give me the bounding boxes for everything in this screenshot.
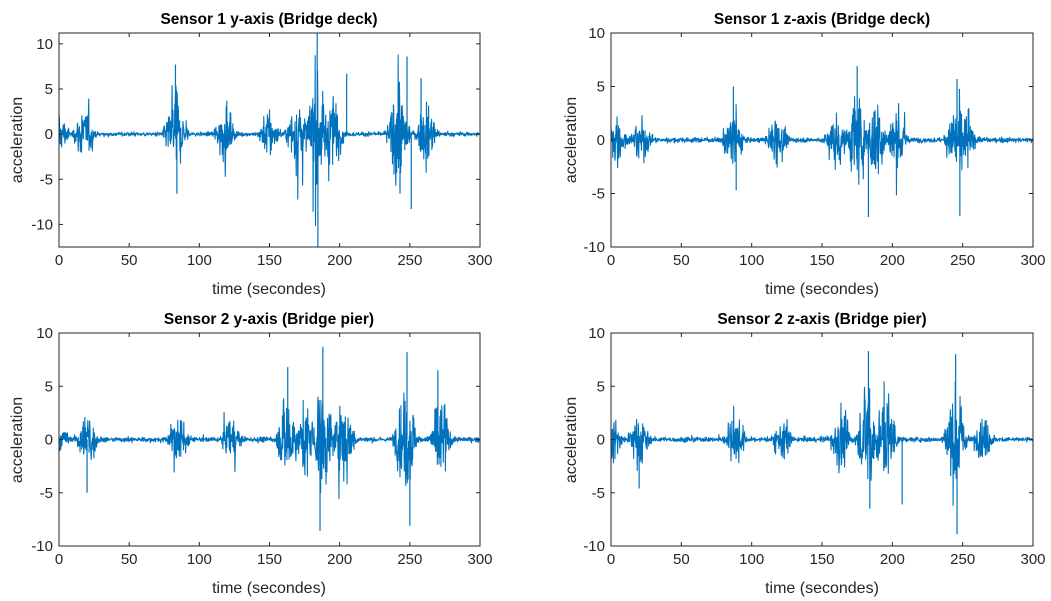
signal-trace bbox=[610, 88, 1034, 196]
x-tick-label: 50 bbox=[673, 551, 690, 568]
x-axis-label: time (secondes) bbox=[765, 580, 879, 597]
y-tick-label: -5 bbox=[592, 485, 605, 502]
y-tick-label: 5 bbox=[597, 79, 605, 96]
x-tick-label: 300 bbox=[1020, 252, 1045, 269]
y-axis-label: acceleration bbox=[563, 97, 580, 183]
panel-title: Sensor 2 y-axis (Bridge pier) bbox=[164, 311, 374, 328]
panel-title: Sensor 2 z-axis (Bridge pier) bbox=[717, 311, 926, 328]
x-tick-label: 250 bbox=[397, 252, 422, 269]
x-tick-label: 0 bbox=[55, 252, 63, 269]
x-tick-label: 250 bbox=[950, 252, 975, 269]
x-tick-label: 250 bbox=[950, 551, 975, 568]
x-tick-label: 50 bbox=[673, 252, 690, 269]
y-axis-label: acceleration bbox=[563, 397, 580, 483]
y-tick-label: -5 bbox=[40, 485, 53, 502]
y-tick-label: 0 bbox=[45, 432, 53, 449]
panel-title: Sensor 1 z-axis (Bridge deck) bbox=[714, 11, 930, 28]
panel-sensor1-z: Sensor 1 z-axis (Bridge deck) time (seco… bbox=[563, 11, 1046, 298]
y-tick-label: -5 bbox=[40, 171, 53, 188]
x-tick-label: 100 bbox=[739, 252, 764, 269]
x-tick-label: 0 bbox=[607, 551, 615, 568]
x-tick-label: 0 bbox=[55, 551, 63, 568]
x-tick-label: 100 bbox=[187, 551, 212, 568]
y-tick-label: 5 bbox=[597, 378, 605, 395]
y-tick-label: -10 bbox=[583, 239, 605, 256]
y-tick-label: -10 bbox=[31, 538, 53, 555]
x-tick-label: 250 bbox=[397, 551, 422, 568]
x-tick-label: 100 bbox=[187, 252, 212, 269]
x-axis-label: time (secondes) bbox=[212, 281, 326, 298]
signal-trace bbox=[610, 381, 1034, 507]
y-tick-label: -10 bbox=[31, 216, 53, 233]
y-tick-label: 10 bbox=[588, 325, 605, 342]
y-tick-label: 10 bbox=[36, 36, 53, 53]
panel-sensor2-z: Sensor 2 z-axis (Bridge pier) time (seco… bbox=[563, 311, 1046, 597]
x-tick-label: 200 bbox=[327, 252, 352, 269]
x-tick-label: 150 bbox=[809, 252, 834, 269]
y-tick-label: 0 bbox=[45, 126, 53, 143]
plot-frame bbox=[58, 32, 481, 248]
signal-trace bbox=[58, 54, 481, 227]
y-tick-label: 10 bbox=[588, 25, 605, 42]
signal-trace bbox=[58, 392, 481, 500]
panel-sensor2-y: Sensor 2 y-axis (Bridge pier) time (seco… bbox=[9, 311, 493, 597]
x-tick-label: 150 bbox=[257, 252, 282, 269]
x-tick-label: 200 bbox=[880, 551, 905, 568]
x-tick-label: 300 bbox=[467, 551, 492, 568]
y-tick-label: -5 bbox=[592, 186, 605, 203]
x-axis-label: time (secondes) bbox=[212, 580, 326, 597]
y-tick-label: 10 bbox=[36, 325, 53, 342]
y-tick-label: 5 bbox=[45, 378, 53, 395]
x-tick-label: 50 bbox=[121, 252, 138, 269]
x-tick-label: 300 bbox=[467, 252, 492, 269]
panel-sensor1-y: Sensor 1 y-axis (Bridge deck) time (seco… bbox=[9, 11, 493, 298]
y-tick-label: 5 bbox=[45, 81, 53, 98]
y-axis-label: acceleration bbox=[9, 97, 26, 183]
y-tick-label: 0 bbox=[597, 432, 605, 449]
x-tick-label: 150 bbox=[809, 551, 834, 568]
y-tick-label: 0 bbox=[597, 132, 605, 149]
y-axis-label: acceleration bbox=[9, 397, 26, 483]
x-tick-label: 300 bbox=[1020, 551, 1045, 568]
panel-title: Sensor 1 y-axis (Bridge deck) bbox=[160, 11, 377, 28]
y-tick-label: -10 bbox=[583, 538, 605, 555]
x-tick-label: 50 bbox=[121, 551, 138, 568]
x-axis-label: time (secondes) bbox=[765, 281, 879, 298]
x-tick-label: 200 bbox=[327, 551, 352, 568]
x-tick-label: 0 bbox=[607, 252, 615, 269]
x-tick-label: 200 bbox=[880, 252, 905, 269]
x-tick-label: 150 bbox=[257, 551, 282, 568]
x-tick-label: 100 bbox=[739, 551, 764, 568]
